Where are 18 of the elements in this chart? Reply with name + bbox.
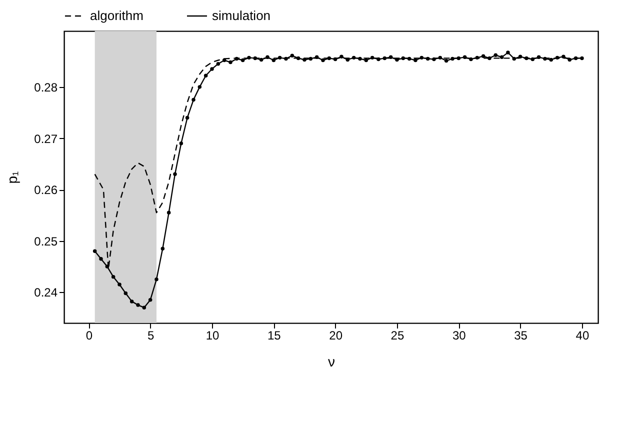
x-axis-title: ν bbox=[328, 354, 335, 370]
y-tick-label: 0.26 bbox=[34, 183, 58, 198]
legend-label: algorithm bbox=[90, 8, 144, 23]
x-tick-label: 0 bbox=[86, 328, 93, 342]
x-tick-label: 5 bbox=[147, 328, 154, 342]
legend-label: simulation bbox=[212, 8, 271, 23]
x-tick-label: 10 bbox=[206, 328, 220, 342]
x-tick-label: 40 bbox=[576, 328, 590, 342]
y-tick-label: 0.25 bbox=[34, 234, 58, 248]
y-tick-label: 0.28 bbox=[34, 80, 58, 94]
x-tick-label: 25 bbox=[390, 328, 404, 342]
x-tick-label: 20 bbox=[329, 328, 343, 342]
y-axis-title: p₁ bbox=[4, 170, 20, 184]
x-tick-label: 30 bbox=[452, 328, 466, 342]
y-tick-label: 0.24 bbox=[34, 286, 58, 300]
x-tick-label: 35 bbox=[514, 328, 528, 342]
y-tick-label: 0.27 bbox=[34, 132, 58, 146]
x-tick-label: 15 bbox=[267, 328, 282, 342]
